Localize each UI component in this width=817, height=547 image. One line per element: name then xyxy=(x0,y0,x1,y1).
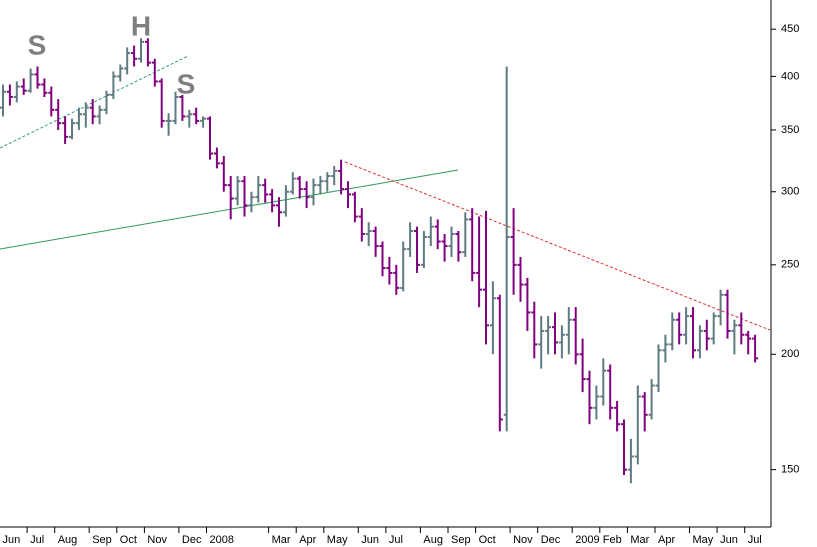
x-tick-label: Nov xyxy=(147,534,167,546)
x-tick-label: Mar xyxy=(630,534,649,546)
x-tick-label: Jul xyxy=(389,534,403,546)
y-tick-label: 350 xyxy=(781,124,799,136)
y-tick-label: 300 xyxy=(781,186,799,198)
x-tick-label: 2009 xyxy=(575,534,599,546)
x-tick-label: Nov xyxy=(513,534,533,546)
x-tick-label: Dec xyxy=(182,534,202,546)
x-tick-label: Apr xyxy=(658,534,675,546)
y-tick-label: 450 xyxy=(781,23,799,35)
x-tick-label: Jul xyxy=(30,534,44,546)
x-tick-label: Oct xyxy=(479,534,496,546)
annotation: S xyxy=(177,68,196,99)
x-tick-label: Aug xyxy=(58,534,78,546)
x-tick-label: Jul xyxy=(748,534,762,546)
x-tick-label: Jun xyxy=(3,534,21,546)
annotation: S xyxy=(28,29,47,60)
x-tick-label: Feb xyxy=(603,534,622,546)
x-tick-label: Apr xyxy=(299,534,316,546)
x-tick-label: Jun xyxy=(361,534,379,546)
y-tick-label: 150 xyxy=(781,464,799,476)
x-tick-label: Sep xyxy=(92,534,112,546)
x-tick-label: Dec xyxy=(541,534,561,546)
x-tick-label: Oct xyxy=(120,534,137,546)
x-tick-label: 2008 xyxy=(210,534,234,546)
x-tick-label: Sep xyxy=(451,534,471,546)
annotation: H xyxy=(131,10,151,41)
x-tick-label: Mar xyxy=(272,534,291,546)
x-tick-label: May xyxy=(693,534,714,546)
x-tick-label: May xyxy=(327,534,348,546)
y-tick-label: 400 xyxy=(781,70,799,82)
trend-line xyxy=(0,169,459,250)
y-tick-label: 250 xyxy=(781,259,799,271)
trend-line xyxy=(344,161,771,331)
x-tick-label: Aug xyxy=(423,534,443,546)
x-tick-label: Jun xyxy=(720,534,738,546)
y-tick-label: 200 xyxy=(781,348,799,360)
